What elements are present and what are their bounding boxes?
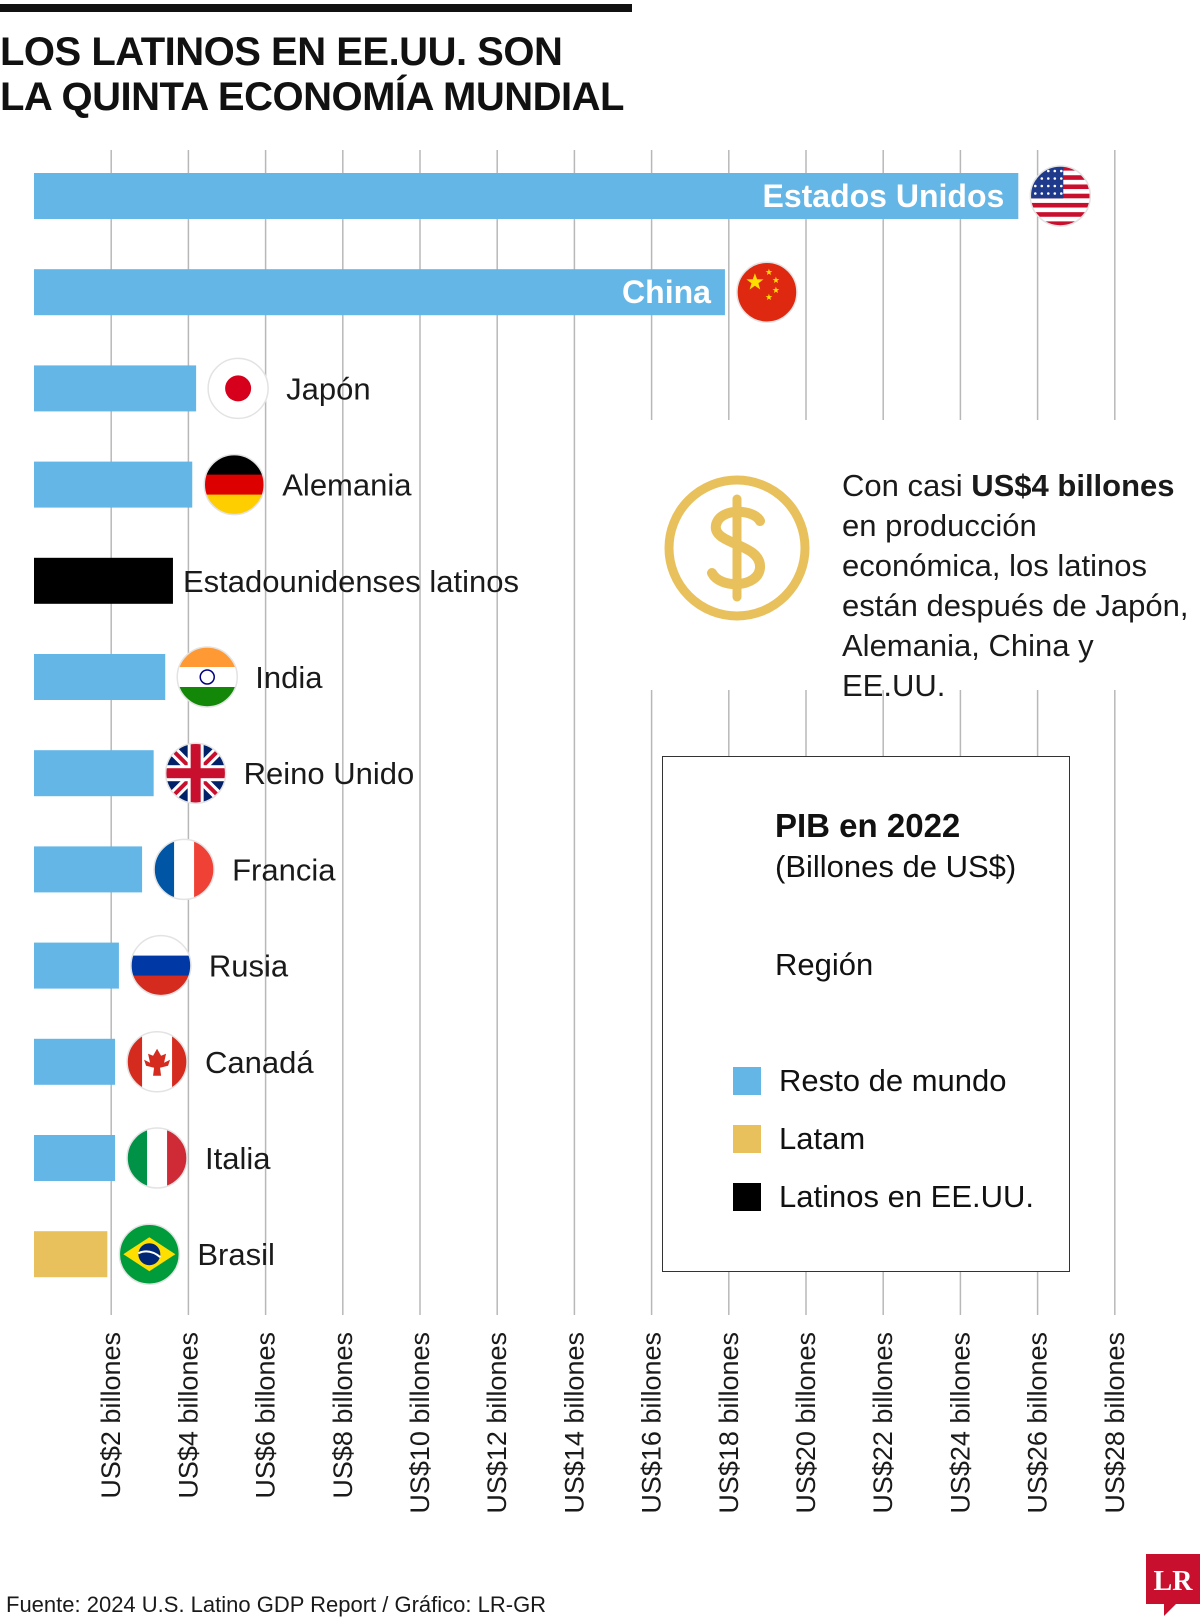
bar	[34, 750, 154, 797]
legend-item-label: Latam	[779, 1121, 866, 1156]
bar-label: Canadá	[205, 1045, 314, 1080]
x-tick-label: US$12 billones	[482, 1332, 512, 1514]
page-title: LOS LATINOS EN EE.UU. SON LA QUINTA ECON…	[0, 30, 624, 120]
annotation-highlight: US$4 billones	[971, 468, 1175, 503]
legend-item-resto: Resto de mundo	[733, 1061, 1006, 1101]
japan-flag-icon	[207, 357, 269, 420]
bar	[34, 557, 173, 604]
china-flag-icon	[736, 261, 798, 323]
bar	[34, 365, 197, 412]
x-tick-label: US$24 billones	[945, 1332, 975, 1514]
canada-flag-icon	[126, 1031, 188, 1093]
x-tick-label: US$10 billones	[405, 1332, 435, 1514]
x-tick-label: US$22 billones	[868, 1332, 898, 1514]
bar-label: Japón	[286, 371, 370, 406]
source-note: Fuente: 2024 U.S. Latino GDP Report / Gr…	[6, 1592, 547, 1617]
bar-label: Brasil	[197, 1237, 275, 1272]
legend-subtitle: (Billones de US$)	[775, 849, 1017, 884]
italy-flag-icon	[126, 1127, 188, 1189]
bar-label: Alemania	[282, 468, 412, 503]
x-tick-label: US$8 billones	[328, 1332, 358, 1499]
bar	[34, 1135, 116, 1181]
uk-flag-icon	[164, 742, 227, 804]
legend-item-latinos: Latinos en EE.UU.	[733, 1177, 1034, 1217]
legend-swatch	[733, 1125, 761, 1153]
x-tick-label: US$26 billones	[1023, 1332, 1053, 1514]
x-tick-label: US$28 billones	[1100, 1332, 1130, 1514]
bar-label: Italia	[205, 1141, 271, 1176]
bar	[34, 1231, 108, 1278]
legend-region-label: Región	[775, 947, 874, 982]
annotation-text: Con casi US$4 billones en producción eco…	[842, 466, 1192, 706]
bar	[34, 461, 193, 508]
title-line-1: LOS LATINOS EN EE.UU. SON	[0, 30, 563, 74]
legend-item-label: Latinos en EE.UU.	[779, 1179, 1035, 1214]
x-tick-label: US$2 billones	[96, 1332, 126, 1499]
x-tick-label: US$6 billones	[251, 1332, 281, 1499]
x-tick-label: US$4 billones	[173, 1332, 203, 1499]
lr-logo: LR	[1146, 1554, 1200, 1616]
brazil-flag-icon	[118, 1223, 181, 1285]
annotation-pre: Con casi	[842, 468, 972, 503]
bar	[34, 654, 166, 700]
x-tick-label: US$16 billones	[637, 1332, 667, 1514]
bar-label: India	[255, 660, 323, 695]
legend-item-latam: Latam	[733, 1119, 865, 1159]
bar	[34, 942, 119, 989]
bar	[34, 1038, 116, 1085]
germany-flag-icon	[203, 453, 266, 516]
top-rule	[0, 4, 632, 12]
legend-item-label: Resto de mundo	[779, 1063, 1007, 1098]
legend-title: PIB en 2022	[775, 807, 961, 844]
bar	[34, 173, 1019, 219]
bar	[34, 269, 725, 316]
title-line-2: LA QUINTA ECONOMÍA MUNDIAL	[0, 75, 624, 119]
india-flag-icon	[176, 646, 238, 708]
x-tick-label: US$14 billones	[559, 1332, 589, 1514]
bar-label: Reino Unido	[244, 756, 415, 791]
legend-box: PIB en 2022 (Billones de US$) Región Res…	[662, 756, 1070, 1272]
legend-swatch	[733, 1067, 761, 1095]
bar-label: Rusia	[209, 949, 289, 984]
annotation-rest: en producción económica, los latinos est…	[842, 508, 1189, 703]
bar-label: Francia	[232, 852, 336, 887]
bar	[34, 846, 143, 893]
france-flag-icon	[153, 838, 215, 901]
bar-label: Estados Unidos	[762, 178, 1004, 214]
bar-label: China	[622, 274, 711, 310]
x-tick-label: US$18 billones	[714, 1332, 744, 1514]
logo-text: LR	[1154, 1566, 1194, 1597]
russia-flag-icon	[130, 934, 192, 997]
dollar-coin-icon	[664, 475, 810, 621]
bar-label: Estadounidenses latinos	[183, 564, 519, 599]
usa-flag-icon	[1029, 165, 1092, 227]
legend-swatch	[733, 1183, 761, 1211]
x-tick-label: US$20 billones	[791, 1332, 821, 1514]
